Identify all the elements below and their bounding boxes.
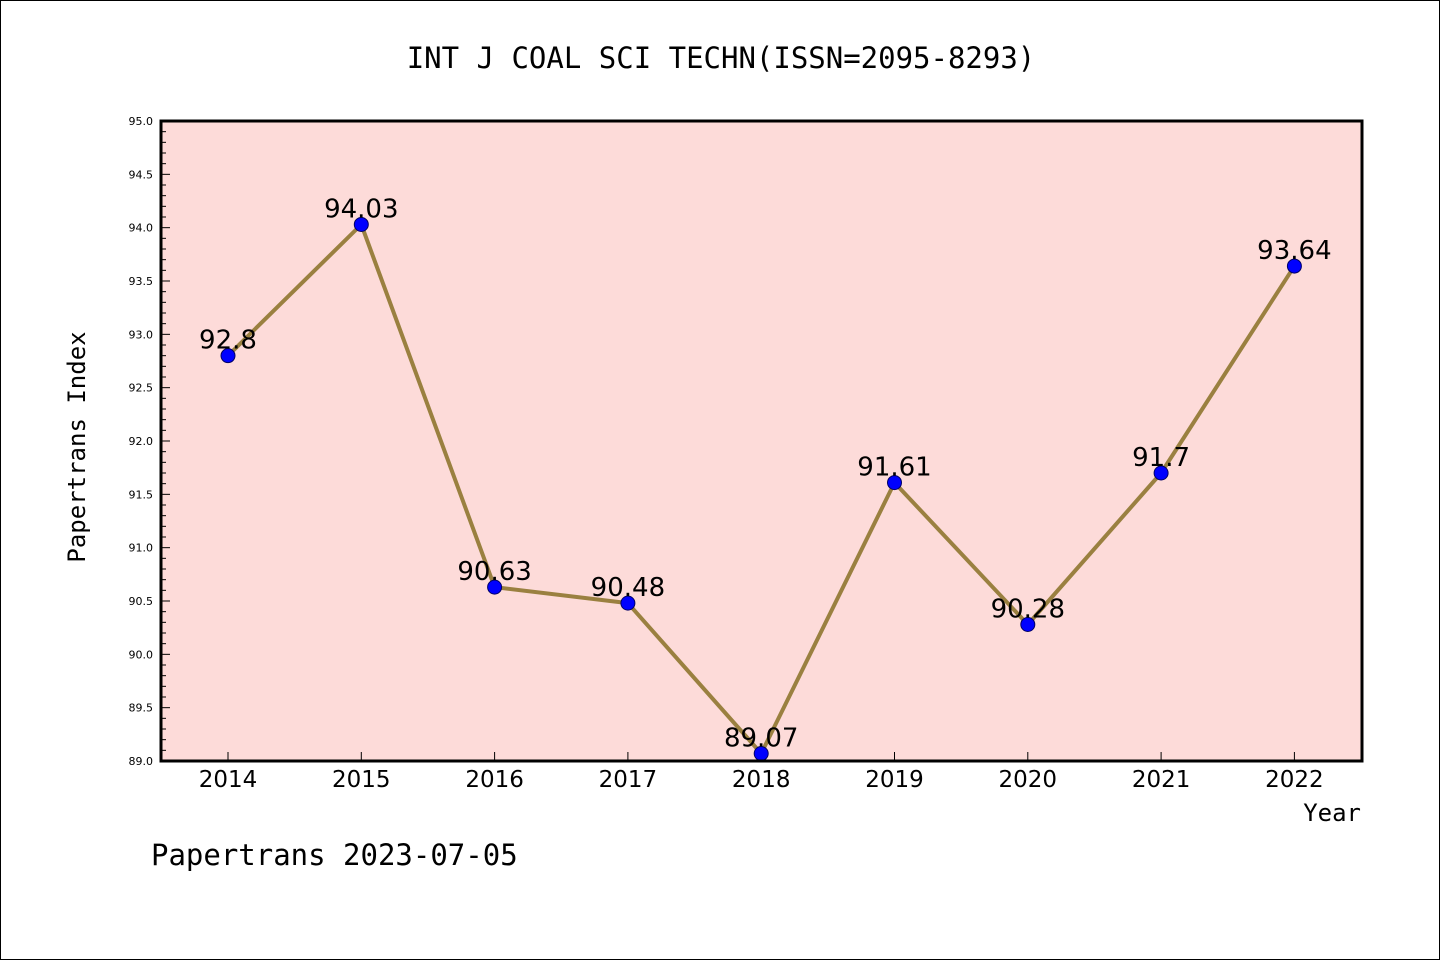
y-tick-label: 93.0 bbox=[129, 328, 154, 341]
data-label: 94.03 bbox=[324, 194, 398, 224]
y-tick-label: 92.0 bbox=[129, 435, 154, 448]
x-tick-label: 2022 bbox=[1265, 767, 1324, 793]
chart-title: INT J COAL SCI TECHN(ISSN=2095-8293) bbox=[407, 41, 1036, 75]
y-tick-label: 91.0 bbox=[129, 542, 154, 555]
data-label: 91.7 bbox=[1132, 443, 1190, 473]
x-tick-label: 2014 bbox=[199, 767, 258, 793]
x-tick-label: 2015 bbox=[332, 767, 391, 793]
data-point bbox=[1020, 616, 1036, 632]
x-tick-label: 2021 bbox=[1132, 767, 1191, 793]
data-point bbox=[887, 475, 902, 491]
y-tick-label: 95.0 bbox=[129, 115, 154, 128]
data-label: 90.48 bbox=[591, 573, 665, 603]
y-tick-label: 89.0 bbox=[129, 755, 154, 768]
y-axis-ticks: 89.0 89.5 90.0 90.5 91.0 91.5 92.0 92.5 93.0 93.5… bbox=[129, 115, 170, 768]
data-label: 90.28 bbox=[991, 594, 1065, 624]
data-label: 89.07 bbox=[724, 724, 798, 754]
data-point bbox=[1153, 465, 1169, 481]
data-point bbox=[1286, 258, 1302, 274]
x-axis-ticks: 2014 2015 2016 2017 2018 2019 2020 2021 2022 bbox=[199, 752, 1324, 793]
x-tick-label: 2017 bbox=[599, 767, 658, 793]
data-label: 93.64 bbox=[1257, 236, 1331, 266]
data-label: 91.61 bbox=[857, 453, 931, 483]
x-tick-label: 2018 bbox=[732, 767, 791, 793]
data-point bbox=[620, 595, 636, 611]
x-tick-label: 2016 bbox=[465, 767, 524, 793]
plot-border bbox=[159, 119, 1364, 763]
y-tick-label: 90.0 bbox=[129, 648, 154, 661]
y-tick-label: 90.5 bbox=[129, 595, 154, 608]
x-tick-label: 2020 bbox=[999, 767, 1058, 793]
y-axis-title: Papertrans Index bbox=[63, 331, 91, 562]
y-tick-label: 89.5 bbox=[129, 702, 154, 715]
data-labels: 92.8 94.03 90.63 90.48 89.07 91.61 90.28 91.7 93… bbox=[199, 194, 1332, 753]
footer-date-stamp: Papertrans 2023-07-05 bbox=[151, 838, 518, 872]
data-label: 92.8 bbox=[199, 326, 257, 356]
y-tick-label: 94.0 bbox=[129, 222, 154, 235]
y-tick-label: 94.5 bbox=[129, 168, 154, 181]
data-point bbox=[487, 579, 503, 595]
data-label: 90.63 bbox=[457, 557, 531, 587]
x-tick-label: 2019 bbox=[865, 767, 924, 793]
y-tick-label: 93.5 bbox=[129, 275, 154, 288]
data-markers bbox=[220, 216, 1302, 762]
x-axis-title: Year bbox=[1303, 799, 1361, 827]
y-tick-label: 92.5 bbox=[129, 382, 154, 395]
data-point bbox=[220, 348, 236, 364]
data-point bbox=[353, 216, 369, 232]
y-tick-label: 91.5 bbox=[129, 488, 154, 501]
